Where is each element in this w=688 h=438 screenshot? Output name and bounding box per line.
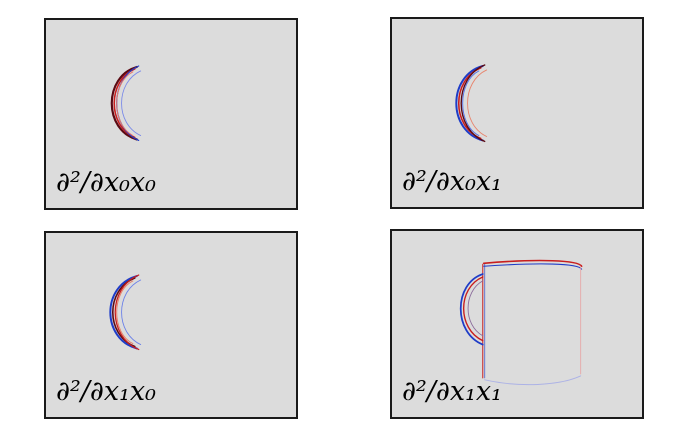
heatmap-d2-dx0x0 <box>110 65 142 142</box>
panel-d2-dx0x0: ∂²/∂x₀x₀ <box>44 18 298 210</box>
heatmap-d2-dx1x0 <box>109 274 142 351</box>
heatmap-d2-dx0x1 <box>455 64 488 143</box>
heatmap-d2-dx1x1 <box>460 259 583 386</box>
panel-d2-dx1x0: ∂²/∂x₁x₀ <box>44 231 298 419</box>
panel-d2-dx1x1: ∂²/∂x₁x₁ <box>390 229 644 419</box>
label-d2-dx1x0: ∂²/∂x₁x₀ <box>56 376 156 407</box>
panel-d2-dx0x1: ∂²/∂x₀x₁ <box>390 17 644 209</box>
mug-handle-edge <box>455 64 488 143</box>
label-d2-dx1x1: ∂²/∂x₁x₁ <box>402 376 502 407</box>
mug-outline-edge <box>460 259 583 386</box>
label-d2-dx0x1: ∂²/∂x₀x₁ <box>402 166 502 197</box>
mug-handle-edge <box>109 274 142 351</box>
label-d2-dx0x0: ∂²/∂x₀x₀ <box>56 167 156 198</box>
mug-handle-edge <box>110 65 142 142</box>
